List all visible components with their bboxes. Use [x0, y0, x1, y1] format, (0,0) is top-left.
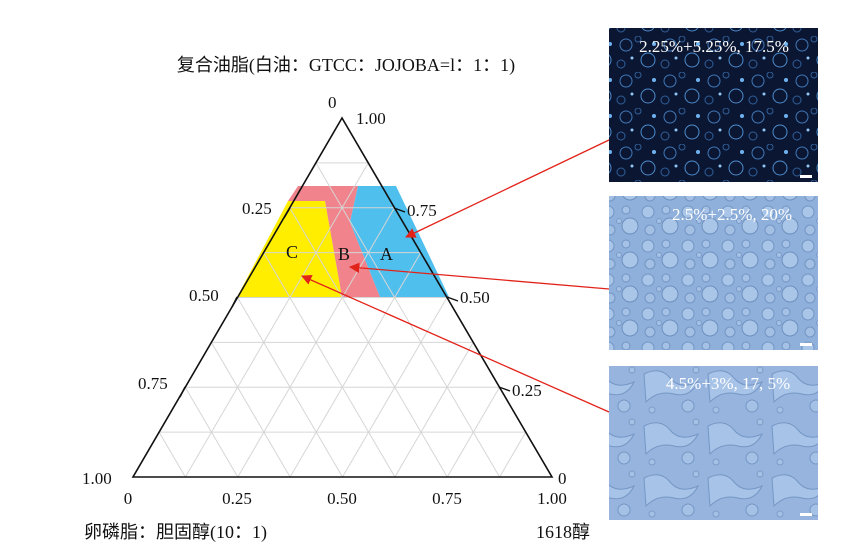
micrograph-image-3: [609, 366, 818, 520]
scale-bar-3: [800, 513, 812, 516]
pointer-arrow-a: [405, 139, 610, 238]
micrograph-caption-1: 2.25%+5.25%, 17.5%: [639, 37, 789, 56]
ternary-grid: [158, 162, 527, 478]
region-label-c: C: [286, 242, 298, 262]
tick-marks: [179, 207, 511, 398]
region-label-a: A: [380, 244, 393, 264]
tick-bottom-025: 0.25: [222, 489, 252, 508]
tick-right-050: 0.50: [460, 288, 490, 307]
grid-line: [394, 342, 474, 478]
grid-line: [499, 431, 527, 478]
micrograph-caption-2: 2.5%+2.5%, 20%: [672, 205, 792, 224]
micrograph-caption-3: 4.5%+3%, 17, 5%: [666, 374, 790, 393]
grid-line: [315, 162, 501, 478]
micrograph-panel-1: 2.25%+5.25%, 17.5%: [609, 28, 818, 182]
corner-label-left: 卵磷脂：胆固醇(10：1): [84, 522, 267, 543]
tick-top-right: 1.00: [356, 109, 386, 128]
corner-label-right: 1618醇: [536, 522, 590, 542]
grid-line: [210, 342, 291, 478]
grid-line: [158, 431, 186, 478]
tick-right-075: 0.75: [407, 201, 437, 220]
region-label-b: B: [338, 244, 350, 264]
tick-bottom-0: 0: [124, 489, 133, 508]
grid-line: [263, 252, 396, 478]
tick-right-0: 0: [558, 469, 567, 488]
scale-bar-2: [800, 343, 812, 346]
tick-left-025: 0.25: [242, 199, 272, 218]
grid-line: [184, 162, 369, 478]
micrograph-panel-2: 2.5%+2.5%, 20%: [609, 196, 818, 350]
micrograph-image-2: [609, 196, 818, 350]
tick-left-100: 1.00: [82, 469, 112, 488]
micrograph-image-1: [609, 28, 818, 182]
scale-bar-1: [800, 175, 812, 178]
grid-line: [289, 252, 422, 478]
tick-top-left: 0: [328, 93, 337, 112]
diagram-title: 复合油脂(白油：GTCC：JOJOBA=l：1：1): [177, 55, 515, 76]
tick-bottom-075: 0.75: [432, 489, 462, 508]
region-c-yellow: [237, 201, 342, 297]
tick-right-025: 0.25: [512, 381, 542, 400]
pointer-arrow-b: [348, 262, 610, 290]
tick-bottom-100: 1.00: [537, 489, 567, 508]
micrograph-panel-3: 4.5%+3%, 17, 5%: [609, 366, 818, 520]
tick-left-075: 0.75: [138, 374, 168, 393]
pointer-arrow-c: [301, 275, 610, 413]
tick-bottom-050: 0.50: [327, 489, 357, 508]
tick-left-050: 0.50: [189, 286, 219, 305]
